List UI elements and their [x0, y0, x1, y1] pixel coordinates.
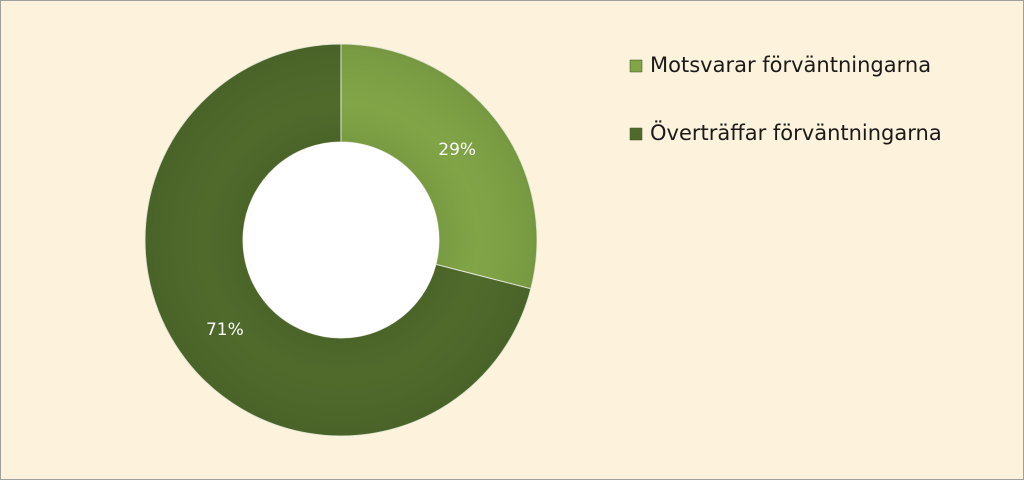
legend-label: Motsvarar förväntningarna [650, 53, 931, 77]
data-label: 71% [206, 320, 244, 340]
donut-hole [243, 142, 439, 338]
legend-label: Överträffar förväntningarna [650, 120, 942, 145]
legend-swatch [629, 127, 643, 141]
legend-swatch [629, 59, 643, 73]
data-label: 29% [438, 140, 476, 160]
